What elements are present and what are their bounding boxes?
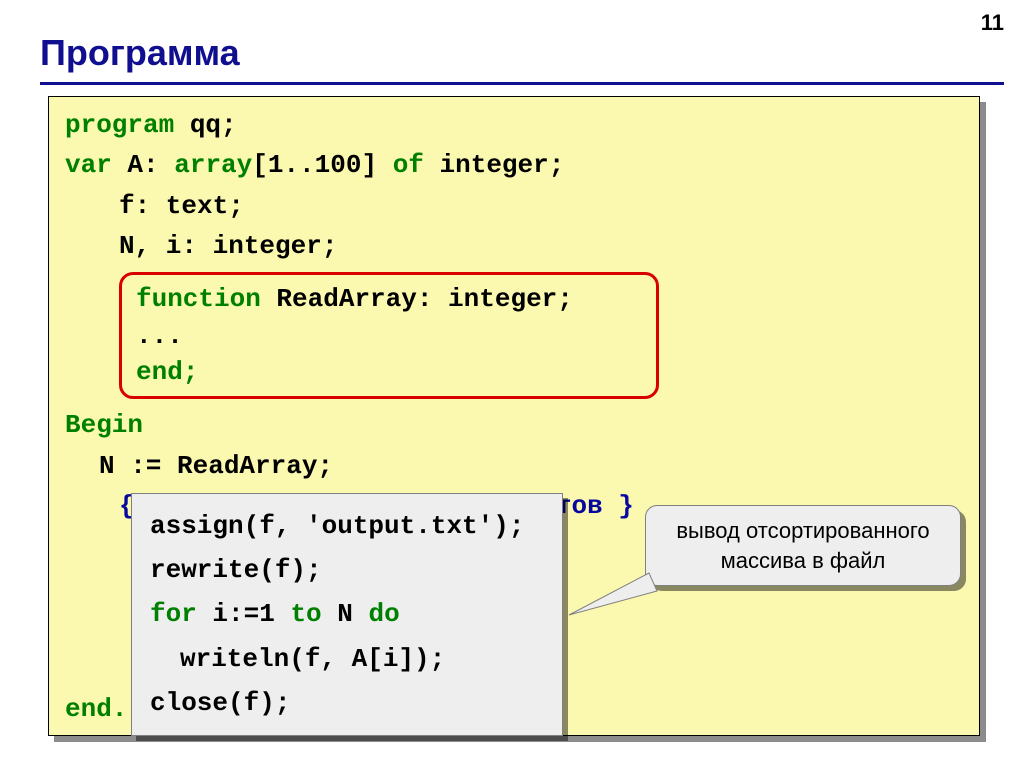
page-number: 11 — [981, 10, 1004, 36]
slide-title: Программа — [40, 32, 240, 74]
callout-line: массива в файл — [660, 546, 946, 576]
code-line: function ReadArray: integer; — [136, 281, 642, 317]
code-text: ReadArray: integer; — [261, 284, 573, 314]
code-line: assign(f, 'output.txt'); — [150, 504, 544, 548]
kw-end: end; — [136, 354, 642, 390]
callout-bubble: вывод отсортированного массива в файл — [645, 505, 961, 586]
kw-program: program — [65, 110, 174, 140]
code-line: f: text; — [119, 186, 963, 226]
code-line: writeln(f, A[i]); — [180, 637, 544, 681]
kw-var: var — [65, 150, 112, 180]
code-text: [1..100] — [252, 150, 392, 180]
kw-for: for — [150, 599, 197, 629]
callout-line: вывод отсортированного — [660, 516, 946, 546]
kw-begin: Begin — [65, 405, 963, 445]
kw-do: do — [368, 599, 399, 629]
code-line: ... — [136, 318, 642, 354]
kw-of: of — [393, 150, 424, 180]
code-text: A: — [112, 150, 174, 180]
code-text: integer; — [424, 150, 564, 180]
code-line: program qq; — [65, 105, 963, 145]
code-line: var A: array[1..100] of integer; — [65, 145, 963, 185]
function-box: function ReadArray: integer; ... end; — [119, 272, 659, 399]
code-text: N — [322, 599, 369, 629]
kw-to: to — [290, 599, 321, 629]
code-line: close(f); — [150, 681, 544, 725]
code-text: qq; — [174, 110, 236, 140]
output-code-box: assign(f, 'output.txt'); rewrite(f); for… — [131, 493, 563, 736]
title-underline — [40, 82, 1004, 85]
code-line: for i:=1 to N do — [150, 592, 544, 636]
kw-function: function — [136, 284, 261, 314]
code-line: N := ReadArray; — [99, 446, 963, 486]
code-text: i:=1 — [197, 599, 291, 629]
kw-end-dot: end. — [65, 689, 127, 729]
code-line: N, i: integer; — [119, 226, 963, 266]
kw-array: array — [174, 150, 252, 180]
code-panel: program qq; var A: array[1..100] of inte… — [48, 96, 980, 736]
code-line: rewrite(f); — [150, 548, 544, 592]
